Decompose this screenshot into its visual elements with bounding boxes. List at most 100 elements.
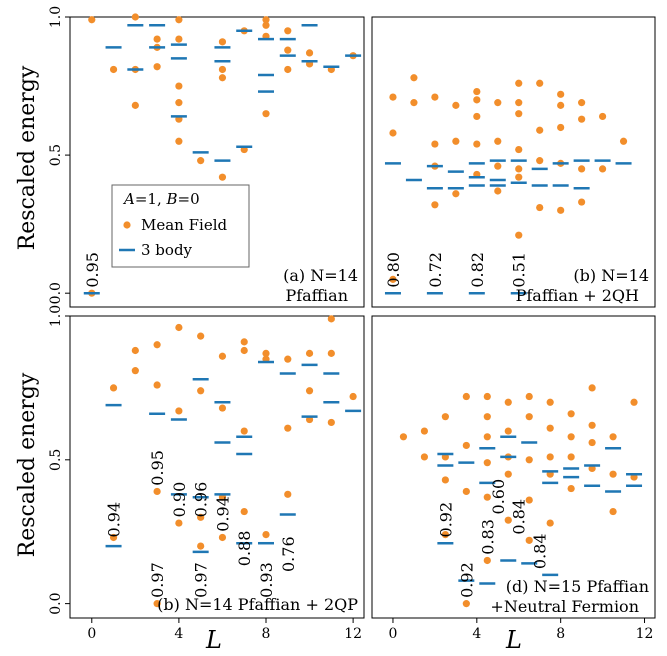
- mean-field-point: [462, 487, 470, 496]
- mean-field-point: [197, 332, 205, 340]
- mean-field-point: [494, 99, 502, 107]
- mean-field-point: [504, 398, 512, 406]
- panel-label-line2: Pfaffian + 2QH: [516, 286, 639, 305]
- overlap-annotation: 0.92: [457, 562, 476, 598]
- panel-label: (b) N=14 Pfaffian + 2QP: [157, 595, 358, 614]
- mean-field-point: [153, 341, 161, 349]
- mean-field-point: [262, 21, 270, 29]
- mean-field-point: [218, 74, 227, 82]
- overlap-annotation: 0.95: [83, 252, 102, 288]
- mean-field-point: [284, 424, 292, 432]
- x-axis-label-left: L: [205, 626, 222, 654]
- x-tick-label: 12: [344, 626, 362, 642]
- mean-field-point: [240, 338, 248, 346]
- mean-field-point: [109, 65, 118, 74]
- mean-field-point: [494, 187, 502, 195]
- mean-field-point: [515, 231, 523, 239]
- mean-field-point: [284, 46, 292, 54]
- panel-d: 0 4 8 120.920.920.830.600.840.84(d) N=15 Pf…: [371, 315, 656, 642]
- mean-field-point: [262, 110, 270, 118]
- mean-field-point: [630, 398, 638, 406]
- overlap-annotation: 0.96: [192, 482, 211, 518]
- mean-field-point: [557, 101, 565, 109]
- mean-field-point: [473, 112, 481, 121]
- y-tick-label: 1.0: [48, 6, 64, 28]
- mean-field-point: [567, 453, 575, 461]
- mean-field-point: [109, 533, 118, 542]
- legend-title: A=1, B=0: [122, 190, 200, 208]
- mean-field-point: [420, 453, 429, 461]
- mean-field-point: [567, 410, 575, 418]
- mean-field-point: [153, 487, 161, 496]
- mean-field-point: [567, 484, 575, 493]
- overlap-annotation: 0.72: [426, 252, 445, 288]
- mean-field-point: [131, 13, 139, 21]
- overlap-annotation: 0.83: [478, 519, 497, 555]
- mean-field-point: [218, 173, 227, 181]
- mean-field-point: [175, 35, 183, 43]
- mean-field-point: [546, 453, 554, 461]
- mean-field-point: [109, 384, 118, 392]
- overlap-annotation: 0.97: [192, 562, 211, 598]
- y-tick-label: 0.0: [48, 592, 64, 614]
- mean-field-point: [399, 433, 408, 441]
- mean-field-point: [305, 49, 314, 57]
- mean-field-point: [462, 600, 470, 608]
- mean-field-point: [515, 99, 523, 107]
- y-tick-label: 0.5: [48, 144, 64, 166]
- mean-field-point: [546, 519, 554, 527]
- mean-field-point: [131, 346, 139, 355]
- mean-field-point: [218, 65, 227, 74]
- mean-field-point: [452, 101, 460, 109]
- y-axis-label-bottom: Rescaled energy: [15, 372, 40, 557]
- mean-field-point: [218, 404, 227, 412]
- mean-field-point: [483, 392, 491, 401]
- mean-field-point: [305, 387, 314, 395]
- mean-field-point: [473, 140, 481, 148]
- overlap-annotation: 0.84: [510, 499, 529, 535]
- mean-field-point: [410, 99, 418, 107]
- mean-field-point: [536, 157, 544, 165]
- mean-field-point: [218, 533, 227, 542]
- panel-frame: [69, 315, 365, 619]
- mean-field-point: [609, 507, 617, 516]
- mean-field-point: [218, 352, 227, 360]
- legend-box: [111, 184, 250, 268]
- overlap-annotation: 0.94: [213, 496, 232, 532]
- mean-field-point: [153, 35, 161, 43]
- mean-field-point: [175, 407, 183, 415]
- mean-field-point: [389, 275, 397, 283]
- mean-field-point: [609, 433, 617, 441]
- mean-field-point: [131, 367, 139, 375]
- mean-field-point: [473, 96, 481, 104]
- mean-field-point: [619, 137, 628, 145]
- overlap-annotation: 0.97: [148, 562, 167, 598]
- mean-field-point: [153, 600, 161, 608]
- panel-label-line2: +Neutral Fermion: [490, 597, 639, 616]
- mean-field-point: [441, 530, 449, 539]
- mean-field-point: [609, 470, 617, 478]
- y-tick-label: 1.0: [48, 305, 64, 327]
- y-tick-label: 0.5: [48, 449, 64, 471]
- mean-field-point: [515, 110, 523, 118]
- panel-label: (b) N=14: [573, 266, 649, 285]
- mean-field-point: [536, 203, 544, 212]
- mean-field-point: [197, 513, 205, 521]
- mean-field-point: [441, 476, 449, 484]
- mean-field-point: [473, 87, 481, 96]
- x-tick-label: 8: [262, 626, 271, 642]
- mean-field-point: [567, 433, 575, 441]
- mean-field-point: [284, 27, 292, 35]
- mean-field-point: [175, 99, 183, 107]
- mean-field-point: [557, 206, 565, 214]
- mean-field-point: [240, 427, 248, 435]
- mean-field-point: [431, 93, 439, 101]
- mean-field-point: [153, 381, 161, 389]
- mean-field-point: [175, 16, 183, 24]
- panel-frame: [371, 16, 656, 308]
- mean-field-point: [525, 496, 533, 504]
- overlap-annotation: 0.92: [436, 502, 455, 538]
- overlap-annotation: 0.90: [170, 482, 189, 518]
